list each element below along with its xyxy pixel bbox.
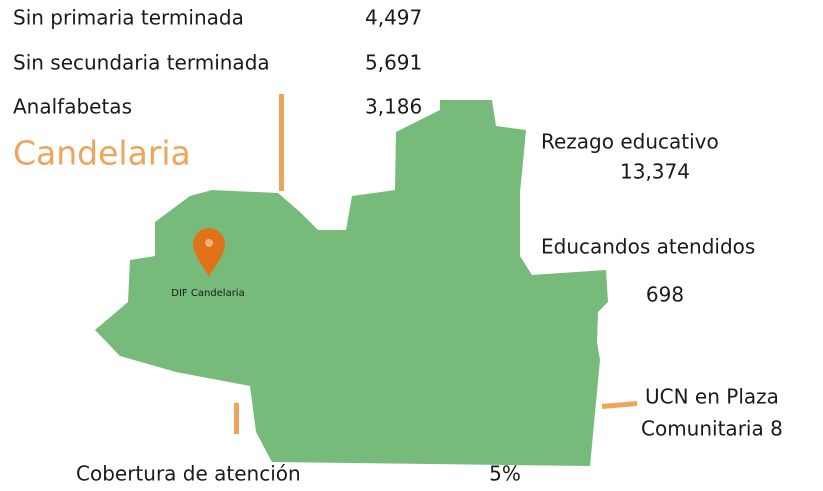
- accent-bar: [602, 401, 637, 409]
- indicator-label: Rezago educativo: [541, 130, 719, 154]
- stat-value: 3,186: [365, 95, 422, 119]
- stat-value: 4,497: [365, 6, 422, 30]
- indicator-label: Comunitaria 8: [641, 417, 783, 441]
- indicator-value: 698: [646, 283, 684, 307]
- municipality-title: Candelaria: [13, 134, 191, 173]
- stat-label: Sin primaria terminada: [13, 6, 244, 30]
- indicator-value: 5%: [489, 462, 521, 486]
- indicator-label: Educandos atendidos: [541, 235, 755, 259]
- indicator-label: Cobertura de atención: [76, 462, 301, 486]
- municipality-map: [95, 100, 608, 466]
- accent-bar: [279, 94, 284, 191]
- indicator-label: UCN en Plaza: [645, 385, 779, 409]
- indicator-value: 13,374: [620, 160, 690, 184]
- stat-label: Sin secundaria terminada: [13, 51, 270, 75]
- stat-value: 5,691: [365, 51, 422, 75]
- stat-label: Analfabetas: [13, 95, 132, 119]
- map-marker: [193, 228, 225, 277]
- marker-label: DIF Candelaria: [171, 288, 244, 299]
- accent-bar: [234, 403, 239, 434]
